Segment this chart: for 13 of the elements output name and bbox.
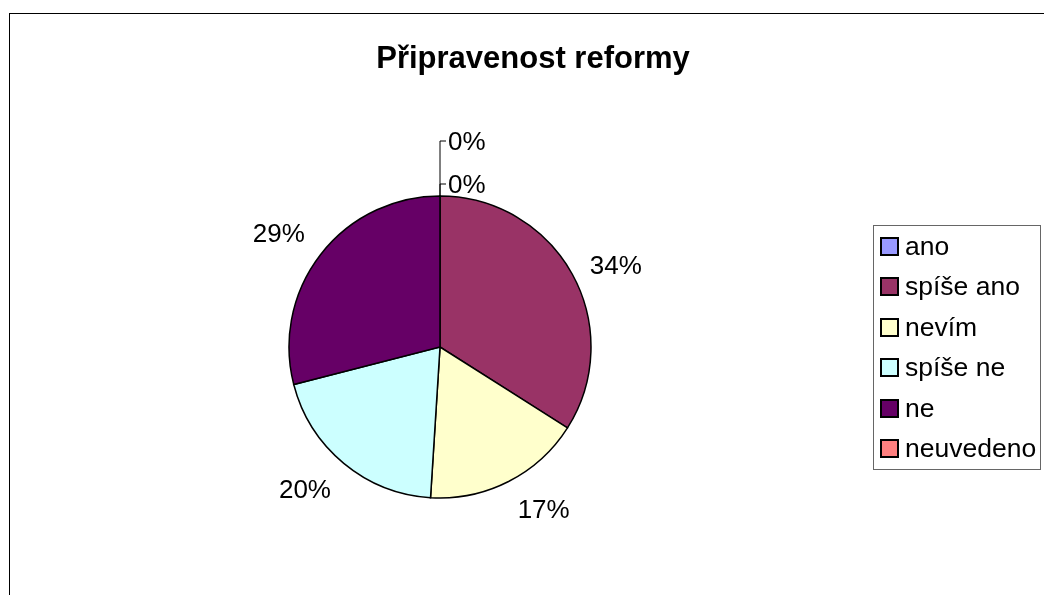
text: 0% bbox=[448, 169, 486, 199]
legend-label: nevím bbox=[905, 311, 978, 343]
legend-label: spíše ano bbox=[905, 271, 1020, 303]
data-label: 20% bbox=[278, 473, 331, 504]
data-label: 17% bbox=[517, 494, 570, 525]
legend-label: ano bbox=[905, 230, 950, 262]
legend-label: neuvedeno bbox=[905, 433, 1037, 465]
legend-label: spíše ne bbox=[905, 352, 1006, 384]
chart-title: Připravenost reformy bbox=[376, 39, 690, 77]
legend-label: ne bbox=[905, 392, 935, 424]
text: 0% bbox=[448, 126, 486, 156]
data-label: 29% bbox=[252, 218, 305, 249]
data-label: 34% bbox=[589, 249, 642, 280]
